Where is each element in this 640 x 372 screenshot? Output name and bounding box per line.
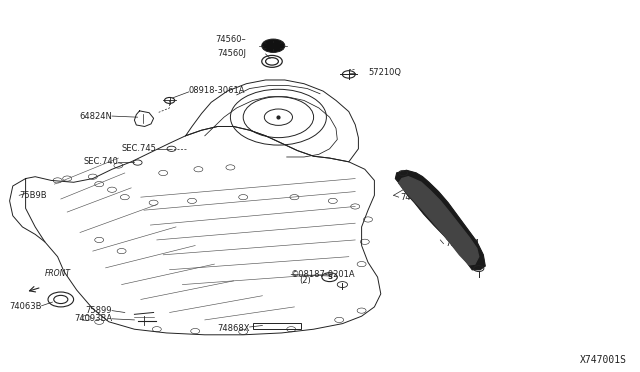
Text: SEC.745: SEC.745 — [122, 144, 157, 153]
Text: SEC.740: SEC.740 — [84, 157, 118, 166]
Text: 08918-3061A: 08918-3061A — [189, 86, 245, 94]
Text: 57210Q: 57210Q — [368, 68, 401, 77]
Text: 74560–: 74560– — [216, 35, 246, 44]
Text: 64824N: 64824N — [79, 112, 112, 121]
Text: FRONT: FRONT — [45, 269, 71, 278]
Text: 79456M: 79456M — [445, 239, 479, 248]
Text: 75899: 75899 — [86, 306, 112, 315]
Text: 74081A: 74081A — [400, 193, 432, 202]
Text: 74063B: 74063B — [9, 302, 42, 311]
Text: 74093BA: 74093BA — [74, 314, 112, 323]
Text: 74560J: 74560J — [218, 49, 246, 58]
Polygon shape — [399, 177, 479, 265]
Text: 74868X: 74868X — [217, 324, 250, 333]
Text: (2): (2) — [300, 276, 311, 285]
Circle shape — [262, 39, 285, 52]
Text: ©08187-0201A: ©08187-0201A — [291, 270, 356, 279]
Text: 75B9B: 75B9B — [19, 191, 47, 200]
Text: S: S — [327, 274, 332, 280]
Text: X747001S: X747001S — [580, 355, 627, 365]
Polygon shape — [396, 170, 485, 270]
